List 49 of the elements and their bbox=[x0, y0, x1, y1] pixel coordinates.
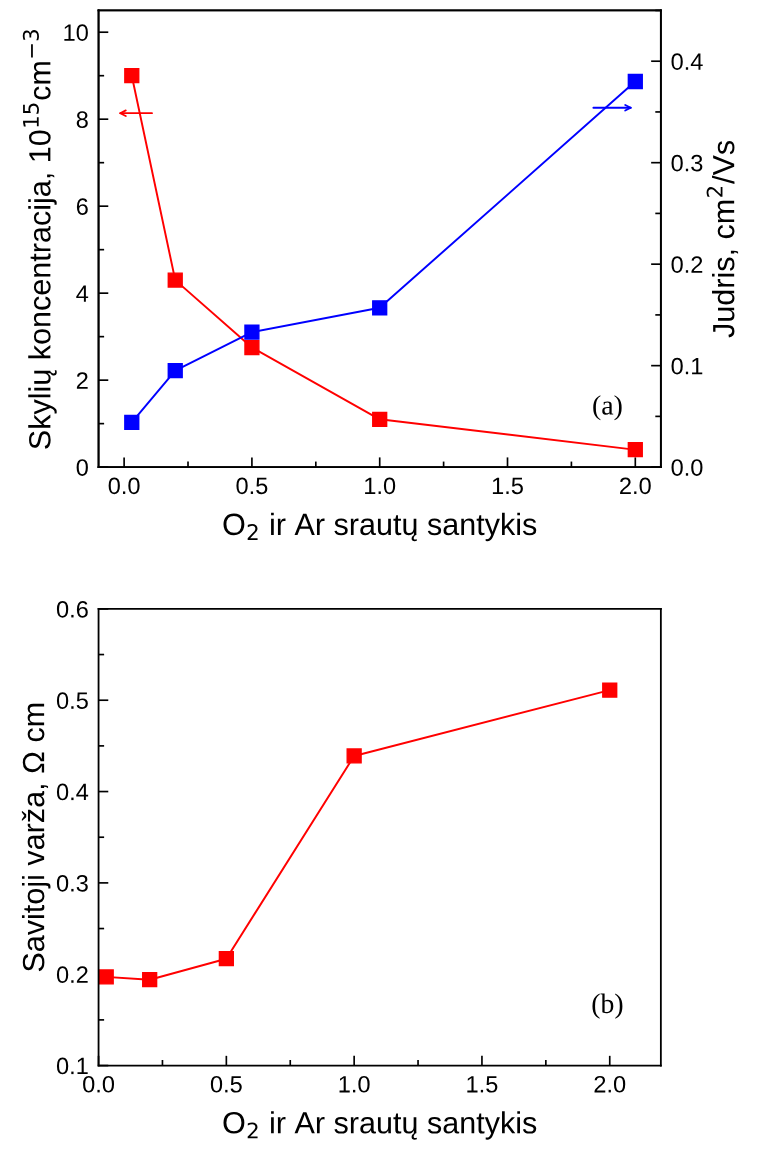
point bbox=[372, 411, 388, 427]
y-tick-label: 0.5 bbox=[56, 692, 88, 710]
y-axis-title: Savitoji varža, Ω cm bbox=[21, 703, 51, 972]
x-tick-label: 0.0 bbox=[108, 477, 140, 495]
y-tick-label: 0.1 bbox=[56, 1057, 88, 1075]
y-tick-label: 0.4 bbox=[56, 783, 89, 801]
y-tick-label: 2 bbox=[76, 372, 88, 389]
annotation: (a) bbox=[593, 395, 622, 421]
point bbox=[244, 324, 260, 340]
annotation: (b) bbox=[592, 993, 623, 1019]
x-tick-label: 0.5 bbox=[210, 1075, 242, 1093]
point bbox=[346, 748, 362, 764]
x-tick-label: 1.0 bbox=[339, 1075, 370, 1093]
x-tick-label: 2.0 bbox=[620, 477, 651, 495]
point bbox=[372, 300, 388, 316]
y2-tick-label: 0.4 bbox=[671, 53, 703, 70]
y-tick-label: 0.6 bbox=[56, 600, 88, 618]
point bbox=[98, 969, 114, 985]
y-tick-label: 4 bbox=[76, 285, 89, 302]
point bbox=[142, 972, 158, 988]
x-tick-label: 1.5 bbox=[492, 477, 523, 495]
x-axis-title: O$_{2}$ ir Ar srautų santykis bbox=[223, 1111, 537, 1140]
y-tick-label: 8 bbox=[76, 111, 88, 128]
y-tick-label: 0.3 bbox=[56, 874, 88, 892]
y2-tick-label: 0.3 bbox=[671, 154, 703, 172]
point bbox=[244, 339, 260, 356]
point bbox=[167, 363, 183, 379]
point bbox=[627, 73, 643, 90]
y2-tick-label: 0.1 bbox=[671, 357, 703, 375]
x-tick-label: 1.5 bbox=[467, 1076, 498, 1093]
x-tick-label: 2.0 bbox=[594, 1075, 626, 1093]
x-axis-title: O$_{2}$ ir Ar srautų santykis bbox=[223, 512, 537, 542]
point bbox=[627, 442, 643, 458]
x-tick-label: 0.5 bbox=[236, 477, 268, 495]
point bbox=[602, 682, 618, 698]
point bbox=[167, 272, 183, 288]
y2-tick-label: 0.2 bbox=[671, 256, 703, 273]
point bbox=[124, 68, 140, 84]
y2-axis-title: Judris, cm$^{2}$/Vs bbox=[706, 140, 739, 338]
y-tick-label: 6 bbox=[76, 198, 88, 215]
y2-tick-label: 0.0 bbox=[671, 459, 703, 476]
y-tick-label: 10 bbox=[64, 24, 88, 41]
y-axis-title: Skylių koncentracija, 10$^{15}$cm$^{−3}$ bbox=[22, 30, 57, 449]
x-tick-label: 1.0 bbox=[365, 477, 396, 495]
point bbox=[124, 414, 140, 431]
y-tick-label: 0.2 bbox=[56, 966, 88, 984]
y-tick-label: 0 bbox=[76, 459, 88, 476]
point bbox=[218, 951, 234, 967]
x-tick-label: 0.0 bbox=[83, 1075, 115, 1093]
